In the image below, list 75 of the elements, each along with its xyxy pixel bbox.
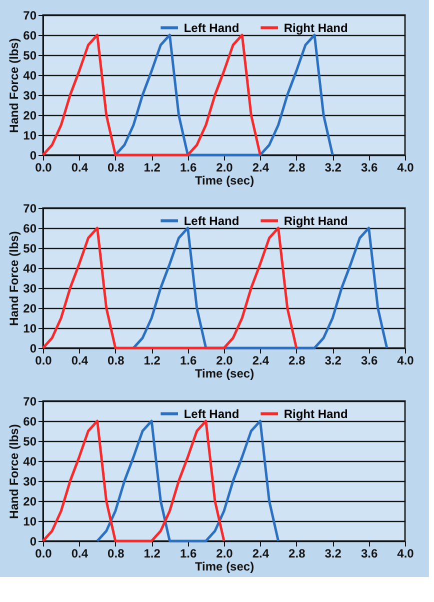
x-tick-label: 2.4 <box>252 546 270 560</box>
x-tick-label: 1.6 <box>180 354 197 368</box>
y-tick-label: 40 <box>23 262 37 276</box>
x-tick-label: 2.4 <box>252 160 270 174</box>
x-tick-label: 3.2 <box>324 354 342 368</box>
x-tick-label: 4.0 <box>397 546 414 560</box>
line-series <box>42 226 298 350</box>
y-tick-label: 20 <box>23 302 37 316</box>
line-series <box>42 420 226 542</box>
legend-label: Left Hand <box>184 406 240 421</box>
x-tick-label: 0.8 <box>108 546 125 560</box>
y-tick-label: 50 <box>23 242 37 256</box>
y-tick-label: 40 <box>23 68 37 82</box>
x-tick-label: 3.6 <box>360 546 378 560</box>
x-tick-label: 0.4 <box>71 546 88 560</box>
x-tick-label: 0.0 <box>35 354 52 368</box>
x-tick-label: 2.0 <box>216 160 234 174</box>
x-tick-label: 4.0 <box>397 160 414 174</box>
x-tick-label: 1.2 <box>144 546 161 560</box>
y-axis-title: Hand Force (lbs) <box>7 231 22 326</box>
y-tick-label: 0 <box>30 342 37 356</box>
y-axis-title: Hand Force (lbs) <box>7 424 22 519</box>
line-series <box>132 226 388 350</box>
y-tick-label: 20 <box>23 108 37 122</box>
x-tick-label: 2.8 <box>288 160 306 174</box>
x-tick-label: 2.8 <box>288 354 306 368</box>
y-tick-label: 10 <box>23 128 37 142</box>
legend-label: Right Hand <box>284 406 348 421</box>
y-tick-label: 60 <box>23 222 37 236</box>
x-tick-label: 0.8 <box>108 354 125 368</box>
x-tick-label: 4.0 <box>397 354 414 368</box>
y-tick-label: 30 <box>23 282 37 296</box>
y-tick-label: 20 <box>23 494 37 508</box>
y-tick-label: 70 <box>23 394 37 408</box>
y-tick-label: 0 <box>30 148 37 162</box>
y-tick-label: 70 <box>23 202 37 216</box>
x-axis-title: Time (sec) <box>194 560 254 574</box>
x-tick-label: 0.0 <box>35 546 52 560</box>
x-axis-title: Time (sec) <box>194 174 254 188</box>
legend-label: Left Hand <box>184 20 240 35</box>
x-tick-label: 2.0 <box>216 546 234 560</box>
line-series <box>42 34 262 156</box>
y-axis-title: Hand Force (lbs) <box>7 38 22 133</box>
x-tick-label: 1.2 <box>144 160 161 174</box>
y-tick-label: 0 <box>30 534 37 548</box>
x-tick-label: 0.4 <box>71 160 88 174</box>
x-tick-label: 2.8 <box>288 546 306 560</box>
x-tick-label: 3.6 <box>360 160 378 174</box>
x-tick-label: 2.4 <box>252 354 270 368</box>
y-tick-label: 60 <box>23 28 37 42</box>
y-tick-label: 70 <box>23 8 37 22</box>
line-series <box>96 420 280 542</box>
legend-label: Right Hand <box>284 20 348 35</box>
x-tick-label: 3.2 <box>324 546 342 560</box>
x-tick-label: 0.0 <box>35 160 52 174</box>
legend-label: Left Hand <box>184 214 240 228</box>
x-tick-label: 1.2 <box>144 354 161 368</box>
y-tick-label: 50 <box>23 48 37 62</box>
x-tick-label: 3.2 <box>324 160 342 174</box>
y-tick-label: 50 <box>23 434 37 448</box>
x-tick-label: 0.8 <box>108 160 125 174</box>
y-tick-label: 40 <box>23 454 37 468</box>
x-tick-label: 1.6 <box>180 546 197 560</box>
x-tick-label: 3.6 <box>360 354 378 368</box>
x-axis-title: Time (sec) <box>194 366 254 380</box>
y-tick-label: 10 <box>23 514 37 528</box>
y-tick-label: 30 <box>23 474 37 488</box>
y-tick-label: 10 <box>23 322 37 336</box>
y-tick-label: 60 <box>23 414 37 428</box>
line-series <box>114 34 334 156</box>
legend-label: Right Hand <box>284 214 348 228</box>
x-tick-label: 0.4 <box>71 354 88 368</box>
x-tick-label: 1.6 <box>180 160 197 174</box>
y-tick-label: 30 <box>23 88 37 102</box>
x-tick-label: 2.0 <box>216 354 234 368</box>
